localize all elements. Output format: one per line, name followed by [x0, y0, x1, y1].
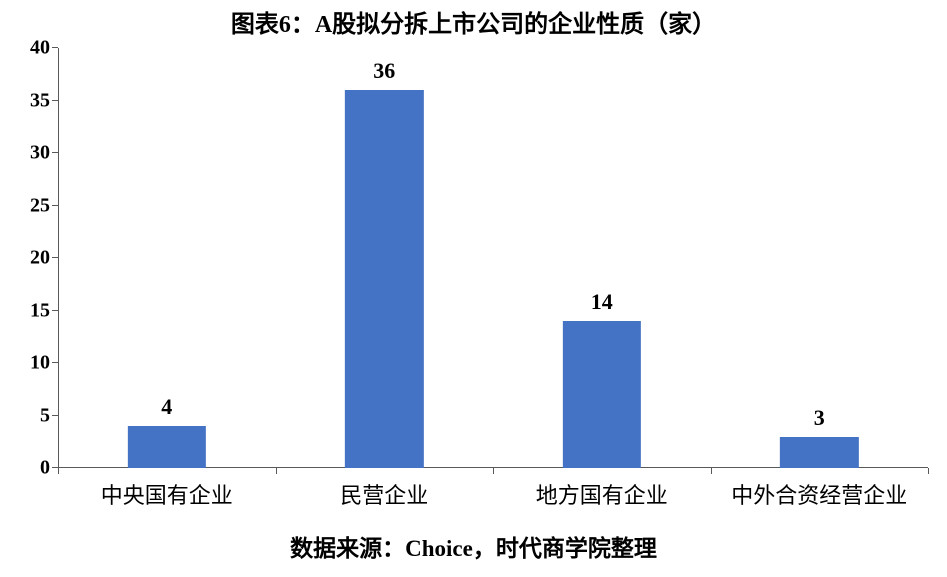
bar-group: 14地方国有企业	[493, 48, 711, 468]
bar	[345, 90, 423, 468]
bar-group: 3中外合资经营企业	[711, 48, 929, 468]
bar-value-label: 4	[161, 394, 172, 420]
bar	[780, 437, 858, 469]
bar	[563, 321, 641, 468]
y-tick-label: 35	[30, 89, 58, 112]
y-tick-label: 40	[30, 37, 58, 60]
x-tick-label: 中央国有企业	[101, 468, 233, 510]
bar-value-label: 14	[591, 289, 613, 315]
plot-area: 0510152025303540 4中央国有企业36民营企业14地方国有企业3中…	[58, 48, 928, 468]
bar-value-label: 36	[373, 58, 395, 84]
y-tick-label: 15	[30, 299, 58, 322]
y-tick-label: 10	[30, 352, 58, 375]
x-tick-mark	[711, 468, 712, 474]
x-tick-label: 地方国有企业	[536, 468, 668, 510]
source-text: 数据来源：Choice，时代商学院整理	[290, 529, 657, 563]
y-tick-label: 30	[30, 142, 58, 165]
x-tick-label: 中外合资经营企业	[731, 468, 907, 510]
bar-group: 36民营企业	[276, 48, 494, 468]
y-tick-label: 20	[30, 247, 58, 270]
x-tick-mark	[928, 468, 929, 474]
bar	[128, 426, 206, 468]
y-tick-label: 0	[40, 457, 58, 480]
y-tick-label: 25	[30, 194, 58, 217]
chart-title: 图表6：A股拟分拆上市公司的企业性质（家）	[231, 4, 716, 39]
chart-container: 图表6：A股拟分拆上市公司的企业性质（家） 0 5 10 15 20 25 30 35 40 4…	[0, 0, 947, 577]
x-tick-label: 民营企业	[340, 468, 428, 510]
y-tick-label: 5	[40, 404, 58, 427]
x-tick-mark	[276, 468, 277, 474]
bar-value-label: 3	[814, 405, 825, 431]
bar-group: 4中央国有企业	[58, 48, 276, 468]
x-tick-mark	[493, 468, 494, 474]
x-tick-mark	[58, 468, 59, 474]
